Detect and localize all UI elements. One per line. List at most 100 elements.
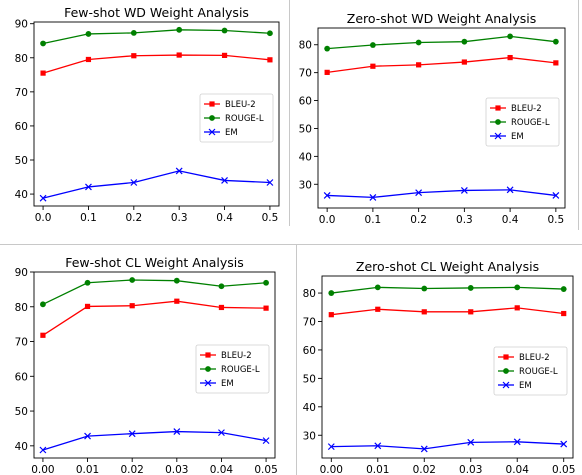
data-point-em xyxy=(85,183,92,191)
legend-marker-bleu2 xyxy=(205,352,211,358)
data-point-em xyxy=(369,193,377,201)
data-point-em xyxy=(130,179,138,186)
data-point-rougel xyxy=(374,284,381,291)
data-point-bleu2 xyxy=(561,310,567,317)
data-point-rougel xyxy=(40,301,46,308)
legend-label-rougel: ROUGE-L xyxy=(221,365,260,375)
x-tick-label: 0.05 xyxy=(254,464,277,475)
series-bleu2 xyxy=(328,305,567,318)
y-tick-label: 90 xyxy=(15,267,28,279)
y-tick-label: 80 xyxy=(15,53,28,65)
data-point-em xyxy=(415,189,423,197)
data-point-bleu2 xyxy=(421,309,427,315)
legend-label-em: EM xyxy=(511,132,524,142)
data-point-em xyxy=(467,438,475,446)
x-tick-label: 0.03 xyxy=(165,464,188,475)
data-point-em xyxy=(560,440,568,448)
data-point-bleu2 xyxy=(131,53,137,59)
legend-marker-em xyxy=(208,128,216,136)
data-point-em xyxy=(513,438,521,446)
x-tick-label: 0.04 xyxy=(210,464,234,475)
data-point-bleu2 xyxy=(324,69,330,75)
x-tick-label: 0.3 xyxy=(456,214,473,226)
data-point-em xyxy=(506,186,514,194)
data-point-rougel xyxy=(263,279,269,286)
data-point-em xyxy=(323,192,331,199)
series-bleu2 xyxy=(40,298,269,338)
data-point-rougel xyxy=(560,286,567,292)
series-em xyxy=(327,438,568,453)
chart-title: Few-shot WD Weight Analysis xyxy=(64,5,249,20)
data-point-bleu2 xyxy=(84,303,91,310)
plot-frame xyxy=(321,275,574,459)
series-em xyxy=(323,186,560,201)
x-tick-label: 0.02 xyxy=(120,464,143,475)
y-tick-label: 60 xyxy=(303,345,316,357)
y-tick-label: 40 xyxy=(303,402,316,414)
legend-marker-rougel xyxy=(495,119,501,125)
series-line-em xyxy=(42,170,270,199)
data-point-bleu2 xyxy=(218,304,225,311)
legend-label-rougel: ROUGE-L xyxy=(519,367,558,377)
panel-divider-vertical-bottom xyxy=(296,244,297,475)
series-line-em xyxy=(331,441,564,450)
y-tick-label: 80 xyxy=(303,288,316,300)
data-point-bleu2 xyxy=(129,303,135,309)
y-tick-label: 90 xyxy=(15,19,28,31)
x-tick-label: 0.02 xyxy=(413,464,436,475)
y-tick-label: 50 xyxy=(303,373,316,385)
data-point-rougel xyxy=(369,42,376,48)
x-tick-label: 0.1 xyxy=(80,212,97,224)
x-tick-label: 0.3 xyxy=(171,212,188,224)
y-tick-label: 80 xyxy=(299,40,312,52)
legend-marker-bleu2 xyxy=(495,105,501,111)
data-point-rougel xyxy=(514,284,521,291)
y-tick-label: 80 xyxy=(15,302,28,314)
x-tick-label: 0.03 xyxy=(459,464,482,475)
x-tick-label: 0.01 xyxy=(76,464,99,475)
data-point-bleu2 xyxy=(328,312,334,318)
data-point-bleu2 xyxy=(514,305,520,311)
x-tick-label: 0.4 xyxy=(502,214,519,226)
series-line-bleu2 xyxy=(327,56,556,74)
y-tick-label: 50 xyxy=(299,123,312,135)
chart-title: Zero-shot WD Weight Analysis xyxy=(347,11,536,26)
x-tick-label: 0.5 xyxy=(548,214,565,226)
data-point-bleu2 xyxy=(85,56,92,63)
data-point-em xyxy=(327,443,335,451)
data-point-bleu2 xyxy=(174,298,180,304)
data-point-rougel xyxy=(130,30,137,36)
data-point-em xyxy=(128,430,136,438)
legend: BLEU-2 ROUGE-L EM xyxy=(199,93,274,143)
series-rougel xyxy=(40,277,269,308)
x-tick-label: 0.05 xyxy=(552,464,575,475)
y-tick-label: 70 xyxy=(15,87,28,99)
y-tick-label: 70 xyxy=(15,337,28,349)
plot-frame xyxy=(33,21,280,207)
series-bleu2 xyxy=(324,54,559,75)
data-point-rougel xyxy=(221,27,228,34)
x-tick-label: 0.2 xyxy=(410,214,427,226)
data-point-bleu2 xyxy=(553,60,559,66)
legend-marker-em xyxy=(502,381,510,389)
series-line-em xyxy=(327,189,556,199)
y-tick-label: 60 xyxy=(15,121,28,133)
x-tick-label: 0.1 xyxy=(365,214,382,226)
data-point-rougel xyxy=(552,38,559,45)
data-point-rougel xyxy=(129,277,136,283)
legend-label-bleu2: BLEU-2 xyxy=(225,100,256,110)
subplot-4: Zero-shot CL Weight Analysis 30 40 50 60 70 80… xyxy=(303,259,576,475)
legend-box xyxy=(493,346,568,396)
data-point-em xyxy=(420,445,428,453)
data-point-rougel xyxy=(267,30,273,37)
y-tick-label: 70 xyxy=(299,68,312,80)
chart-title: Few-shot CL Weight Analysis xyxy=(65,255,244,270)
data-point-rougel xyxy=(173,277,180,284)
legend-label-rougel: ROUGE-L xyxy=(511,118,550,128)
data-point-rougel xyxy=(218,283,225,290)
data-point-em xyxy=(266,179,274,186)
data-point-em xyxy=(84,432,91,440)
legend: BLEU-2 ROUGE-L EM xyxy=(195,344,270,394)
panel-divider-horizontal xyxy=(0,244,582,245)
data-point-bleu2 xyxy=(221,52,228,58)
